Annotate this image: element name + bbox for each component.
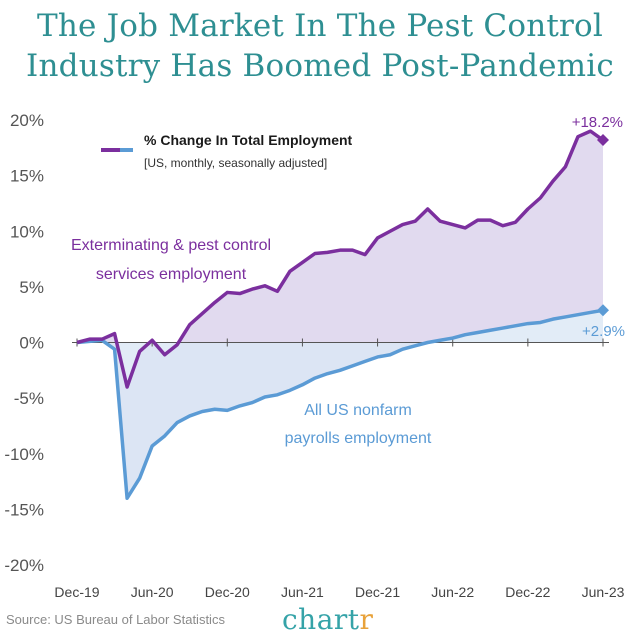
x-tick-label: Jun-21: [281, 584, 324, 600]
series-line-pest: [76, 129, 605, 389]
x-tick-label: Jun-20: [131, 584, 174, 600]
series-label-nonfarm-line2: payrolls employment: [285, 430, 432, 447]
title-line-1: The Job Market In The Pest Control: [36, 8, 604, 44]
series-label-pest-line2: services employment: [96, 266, 247, 283]
y-tick-label: 10%: [10, 222, 44, 241]
end-marker-pest: [597, 134, 609, 147]
y-tick-label: 20%: [10, 111, 44, 130]
series-label-nonfarm-line1: All US nonfarm: [304, 402, 412, 419]
series-line-nonfarm: [76, 308, 604, 500]
end-marker-nonfarm: [597, 304, 609, 317]
x-tick-label: Dec-21: [355, 584, 400, 600]
x-tick-label: Jun-23: [582, 584, 625, 600]
legend-subtitle: [US, monthly, seasonally adjusted]: [144, 156, 327, 170]
legend-title: % Change In Total Employment: [144, 132, 353, 148]
y-tick-label: 0%: [19, 334, 44, 353]
y-tick-label: -20%: [4, 556, 44, 575]
x-tick-label: Dec-20: [205, 584, 250, 600]
brand-logo: chartr: [282, 603, 373, 636]
source-note: Source: US Bureau of Labor Statistics: [6, 612, 225, 627]
x-tick-label: Jun-22: [431, 584, 474, 600]
x-tick-label: Dec-22: [505, 584, 550, 600]
title-line-2: Industry Has Boomed Post-Pandemic: [26, 48, 614, 84]
y-tick-label: 5%: [19, 278, 44, 297]
x-tick-label: Dec-19: [54, 584, 99, 600]
brand-accent: r: [359, 603, 374, 636]
y-tick-label: 15%: [10, 167, 44, 186]
brand-main: chart: [282, 603, 360, 636]
chart-title: The Job Market In The Pest Control Indus…: [0, 6, 640, 86]
series-label-pest-line1: Exterminating & pest control: [71, 237, 271, 254]
y-tick-label: -15%: [4, 500, 44, 519]
nonfarm-area-fill: [77, 310, 603, 499]
y-tick-label: -10%: [4, 445, 44, 464]
end-label-nonfarm: +2.9%: [582, 323, 625, 340]
end-label-pest: +18.2%: [572, 114, 623, 131]
y-tick-label: -5%: [14, 389, 44, 408]
